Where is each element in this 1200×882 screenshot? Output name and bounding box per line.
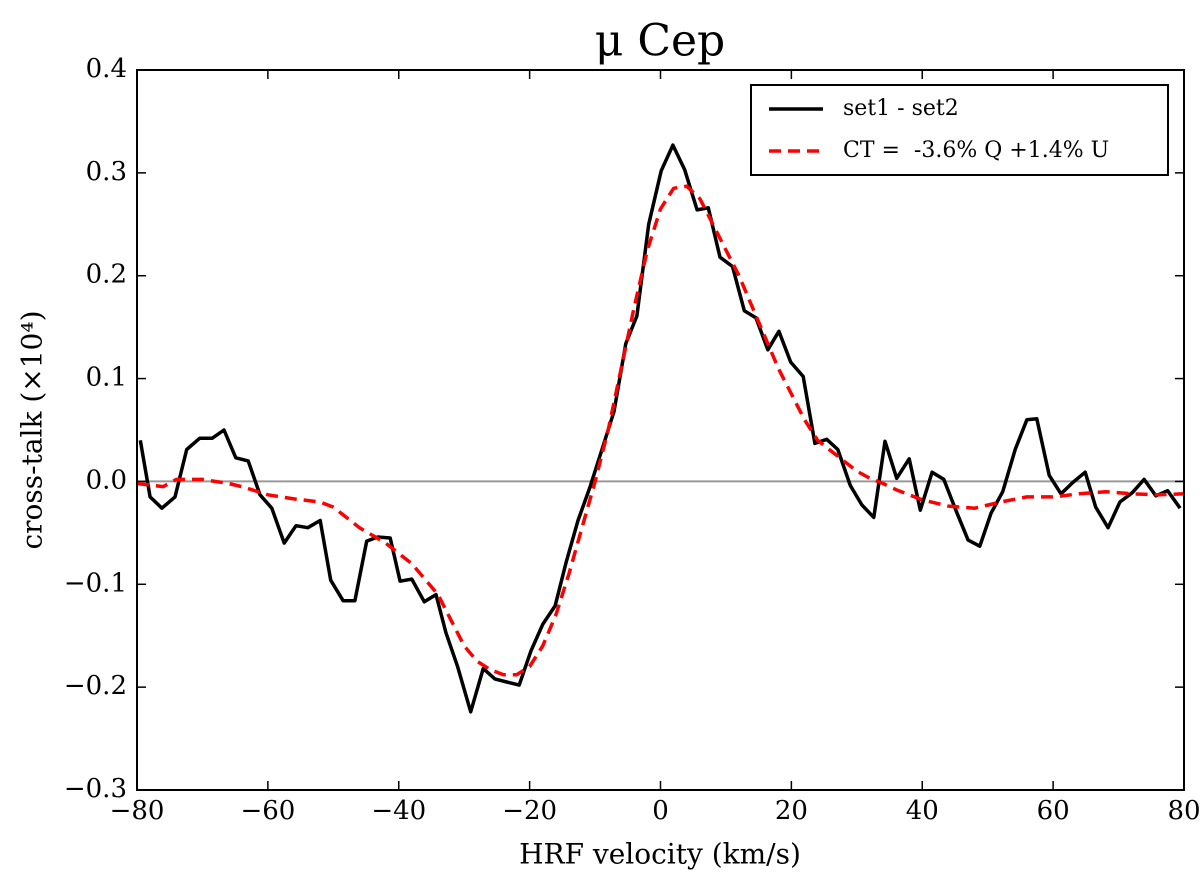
legend-label: set1 - set2	[843, 96, 959, 121]
series-line	[136, 184, 1185, 677]
y-tick-label: 0.2	[86, 260, 127, 290]
x-tick-label: −20	[502, 796, 557, 826]
y-tick-label: 0.1	[86, 363, 127, 393]
y-tick-label: −0.1	[64, 568, 127, 598]
y-tick-label: −0.2	[64, 671, 127, 701]
legend-box	[750, 84, 1169, 176]
legend-label: CT = -3.6% Q +1.4% U	[843, 138, 1109, 163]
chart-title: μ Cep	[595, 16, 725, 67]
x-tick-label: 80	[1167, 796, 1200, 826]
x-tick-label: −40	[371, 796, 426, 826]
x-tick-label: −80	[110, 796, 165, 826]
y-tick-label: 0.3	[86, 157, 127, 187]
x-tick-label: 0	[652, 796, 669, 826]
series-line	[138, 143, 1182, 714]
y-tick-label: −0.3	[64, 774, 127, 804]
y-axis-label: cross-talk (×10⁴)	[16, 310, 49, 549]
x-tick-label: 40	[906, 796, 939, 826]
y-tick-label: 0.4	[86, 54, 127, 84]
x-tick-label: −60	[240, 796, 295, 826]
x-tick-label: 60	[1037, 796, 1070, 826]
plot-frame	[136, 69, 1185, 791]
y-tick-label: 0.0	[86, 465, 127, 495]
x-axis-label: HRF velocity (km/s)	[519, 838, 801, 871]
x-tick-label: 20	[775, 796, 808, 826]
